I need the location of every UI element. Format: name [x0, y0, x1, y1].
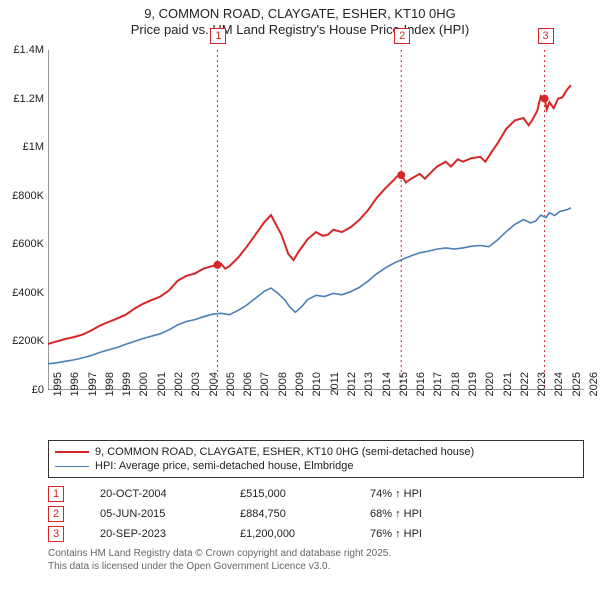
title-line-2: Price paid vs. HM Land Registry's House …	[131, 22, 469, 37]
y-tick-label: £1.2M	[0, 93, 44, 105]
x-tick-label: 2022	[519, 372, 531, 412]
x-tick-label: 2025	[571, 372, 583, 412]
y-tick-label: £1M	[0, 141, 44, 153]
x-tick-label: 2016	[415, 372, 427, 412]
attribution-footer: Contains HM Land Registry data © Crown c…	[48, 548, 588, 573]
x-tick-label: 2008	[277, 372, 289, 412]
x-tick-label: 2006	[242, 372, 254, 412]
sale-marker-flag: 2	[394, 28, 410, 44]
legend-label: HPI: Average price, semi-detached house,…	[95, 460, 353, 472]
x-tick-label: 2001	[156, 372, 168, 412]
sale-price: £515,000	[240, 488, 370, 500]
x-tick-label: 2010	[311, 372, 323, 412]
sale-delta: 74% ↑ HPI	[370, 488, 510, 500]
legend: 9, COMMON ROAD, CLAYGATE, ESHER, KT10 0H…	[48, 440, 584, 478]
x-tick-label: 2026	[588, 372, 600, 412]
y-tick-label: £1.4M	[0, 44, 44, 56]
sale-price: £884,750	[240, 508, 370, 520]
legend-item: 9, COMMON ROAD, CLAYGATE, ESHER, KT10 0H…	[55, 445, 577, 459]
sale-row: 1 20-OCT-2004£515,00074% ↑ HPI	[48, 484, 546, 504]
x-tick-label: 2014	[381, 372, 393, 412]
x-tick-label: 2000	[138, 372, 150, 412]
x-tick-label: 1999	[121, 372, 133, 412]
sales-table: 1 20-OCT-2004£515,00074% ↑ HPI 2 05-JUN-201…	[48, 484, 546, 544]
sale-delta: 76% ↑ HPI	[370, 528, 510, 540]
footer-line-2: This data is licensed under the Open Gov…	[48, 561, 330, 572]
sale-row: 2 05-JUN-2015£884,75068% ↑ HPI	[48, 504, 546, 524]
y-tick-label: £200K	[0, 335, 44, 347]
x-tick-label: 2011	[329, 372, 341, 412]
series-hpi	[48, 208, 571, 364]
x-tick-label: 2018	[450, 372, 462, 412]
plot-svg	[48, 50, 584, 390]
x-tick-label: 2002	[173, 372, 185, 412]
x-tick-label: 1998	[104, 372, 116, 412]
chart-title: 9, COMMON ROAD, CLAYGATE, ESHER, KT10 0H…	[0, 6, 600, 39]
x-tick-label: 1996	[69, 372, 81, 412]
legend-label: 9, COMMON ROAD, CLAYGATE, ESHER, KT10 0H…	[95, 446, 474, 458]
x-tick-label: 2020	[484, 372, 496, 412]
sale-marker-flag: 3	[538, 28, 554, 44]
series-subject	[48, 85, 571, 344]
x-tick-label: 2012	[346, 372, 358, 412]
y-tick-label: £0	[0, 384, 44, 396]
x-tick-label: 2015	[398, 372, 410, 412]
x-tick-label: 2005	[225, 372, 237, 412]
x-tick-label: 2023	[536, 372, 548, 412]
x-tick-label: 2019	[467, 372, 479, 412]
title-line-1: 9, COMMON ROAD, CLAYGATE, ESHER, KT10 0H…	[144, 6, 456, 21]
sale-row: 3 20-SEP-2023£1,200,00076% ↑ HPI	[48, 524, 546, 544]
x-tick-label: 1997	[87, 372, 99, 412]
plot-area: £0£200K£400K£600K£800K£1M£1.2M£1.4M19951…	[48, 50, 584, 390]
x-tick-label: 2009	[294, 372, 306, 412]
chart-container: 9, COMMON ROAD, CLAYGATE, ESHER, KT10 0H…	[0, 0, 600, 590]
y-tick-label: £800K	[0, 190, 44, 202]
x-tick-label: 2021	[502, 372, 514, 412]
sale-index-box: 2	[48, 506, 64, 522]
sale-index-box: 3	[48, 526, 64, 542]
sale-delta: 68% ↑ HPI	[370, 508, 510, 520]
sale-marker-flag: 1	[210, 28, 226, 44]
legend-item: HPI: Average price, semi-detached house,…	[55, 459, 577, 473]
x-tick-label: 1995	[52, 372, 64, 412]
sale-date: 20-OCT-2004	[100, 488, 240, 500]
legend-swatch	[55, 451, 89, 453]
y-tick-label: £400K	[0, 287, 44, 299]
footer-line-1: Contains HM Land Registry data © Crown c…	[48, 548, 391, 559]
sale-index-box: 1	[48, 486, 64, 502]
x-tick-label: 2013	[363, 372, 375, 412]
y-tick-label: £600K	[0, 238, 44, 250]
legend-swatch	[55, 466, 89, 467]
x-tick-label: 2007	[259, 372, 271, 412]
x-tick-label: 2024	[553, 372, 565, 412]
sale-price: £1,200,000	[240, 528, 370, 540]
x-tick-label: 2017	[432, 372, 444, 412]
x-tick-label: 2004	[208, 372, 220, 412]
sale-date: 20-SEP-2023	[100, 528, 240, 540]
x-tick-label: 2003	[190, 372, 202, 412]
sale-date: 05-JUN-2015	[100, 508, 240, 520]
